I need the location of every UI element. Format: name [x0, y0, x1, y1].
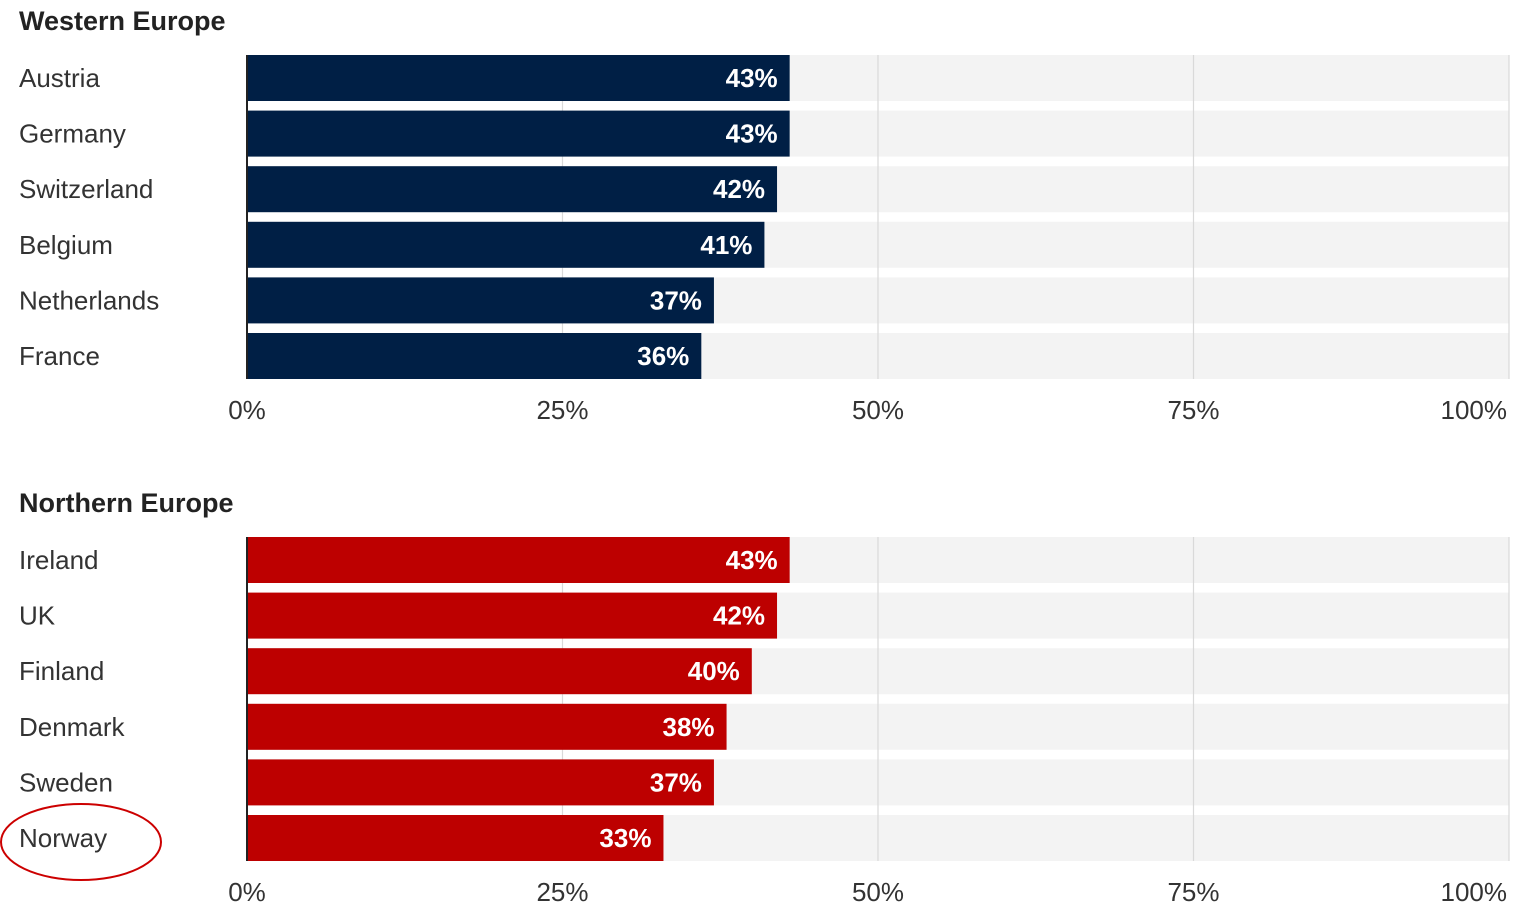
x-tick-label: 100%: [1441, 877, 1508, 907]
category-label: Belgium: [19, 230, 113, 260]
chart-title: Western Europe: [19, 6, 226, 36]
data-label: 37%: [650, 285, 702, 315]
bar: [247, 759, 714, 806]
bar: [247, 166, 778, 213]
bar: [247, 815, 664, 861]
category-label: Sweden: [19, 767, 113, 797]
category-label: Norway: [19, 823, 107, 853]
bar: [247, 537, 790, 583]
data-label: 42%: [713, 174, 765, 204]
data-label: 43%: [726, 545, 778, 575]
category-label: UK: [19, 601, 56, 631]
x-tick-label: 25%: [536, 395, 588, 425]
highlight-ellipse: [0, 803, 162, 881]
data-label: 43%: [726, 119, 778, 149]
category-label: Denmark: [19, 712, 125, 742]
category-label: France: [19, 341, 100, 371]
bar: [247, 110, 790, 157]
bar: [247, 55, 790, 101]
bar: [247, 333, 702, 379]
category-label: Netherlands: [19, 285, 159, 315]
x-tick-label: 0%: [228, 395, 266, 425]
bar: [247, 221, 765, 268]
chart-title: Northern Europe: [19, 488, 234, 518]
x-tick-label: 100%: [1441, 395, 1508, 425]
x-tick-label: 75%: [1167, 877, 1219, 907]
bar: [247, 277, 714, 324]
data-label: 40%: [688, 656, 740, 686]
data-label: 42%: [713, 601, 765, 631]
bar: [247, 592, 778, 639]
data-label: 43%: [726, 63, 778, 93]
data-label: 36%: [637, 341, 689, 371]
bar: [247, 648, 752, 695]
data-label: 33%: [599, 823, 651, 853]
bar: [247, 703, 727, 750]
data-label: 38%: [663, 712, 715, 742]
category-label: Switzerland: [19, 174, 153, 204]
x-tick-label: 0%: [228, 877, 266, 907]
data-label: 41%: [700, 230, 752, 260]
x-tick-label: 75%: [1167, 395, 1219, 425]
category-label: Finland: [19, 656, 104, 686]
category-label: Austria: [19, 63, 100, 93]
x-tick-label: 50%: [852, 395, 904, 425]
x-tick-label: 25%: [536, 877, 588, 907]
x-tick-label: 50%: [852, 877, 904, 907]
data-label: 37%: [650, 767, 702, 797]
category-label: Ireland: [19, 545, 99, 575]
category-label: Germany: [19, 119, 126, 149]
